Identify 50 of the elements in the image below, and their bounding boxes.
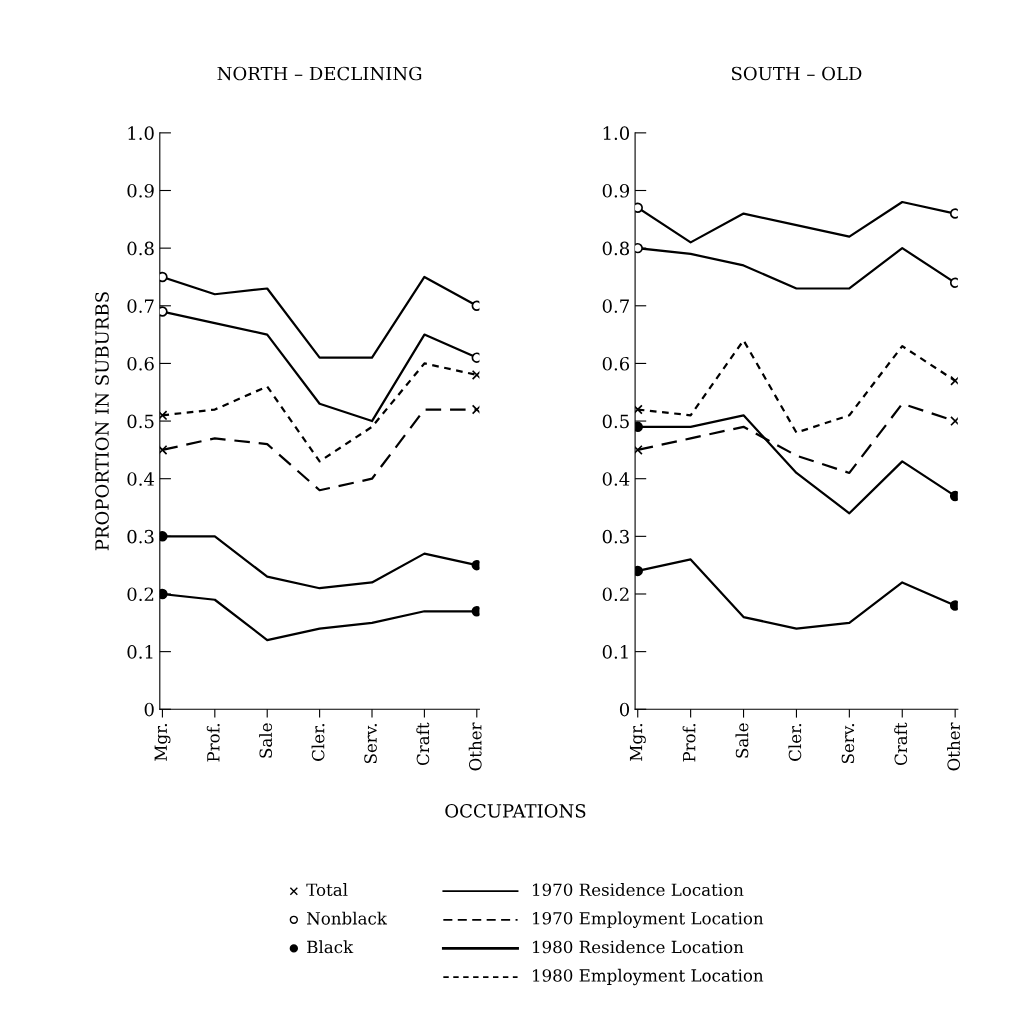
y-tick-label: 0.4 bbox=[127, 472, 155, 486]
line-series bbox=[161, 362, 478, 463]
y-tick-label: 0.7 bbox=[127, 299, 154, 313]
y-tick-label: 1.0 bbox=[603, 126, 630, 140]
y-tick-label: 0.1 bbox=[127, 645, 153, 659]
text: Total bbox=[306, 883, 348, 897]
x-axis-title: OCCUPATIONS bbox=[445, 804, 586, 818]
y-tick-label: 0 bbox=[619, 702, 630, 717]
y-tick-label: 0.1 bbox=[602, 645, 628, 659]
x-tick-label: Prof. bbox=[206, 724, 220, 762]
x-tick-label: Sale bbox=[735, 723, 749, 758]
text: 1980 Employment Location bbox=[533, 968, 764, 986]
text: 1970 Residence Location bbox=[533, 883, 744, 897]
y-tick-label: 0.6 bbox=[602, 356, 630, 371]
y-tick-label: 0.5 bbox=[127, 414, 154, 429]
x-tick-label: Other bbox=[947, 722, 960, 771]
line-series bbox=[636, 339, 957, 434]
y-tick-label: 0.9 bbox=[602, 183, 630, 198]
y-axis-title: PROPORTION IN SUBURBS bbox=[95, 292, 109, 551]
y-tick-label: 0.3 bbox=[127, 529, 154, 544]
y-tick-label: 0.7 bbox=[602, 299, 629, 313]
x-tick-label: Cler. bbox=[311, 724, 325, 761]
x-tick-label: Craft bbox=[416, 722, 430, 766]
y-tick-label: 0.9 bbox=[127, 183, 154, 198]
chart-title: SOUTH – OLD bbox=[731, 66, 862, 81]
x-tick-label: Mgr. bbox=[154, 724, 171, 761]
text: 1970 Employment Location bbox=[533, 911, 764, 928]
line-series bbox=[161, 408, 478, 492]
text: 1980 Residence Location bbox=[533, 940, 744, 954]
y-tick-label: 0.2 bbox=[602, 587, 629, 602]
y-tick-label: 0.8 bbox=[602, 241, 630, 256]
y-tick-label: 0.2 bbox=[127, 587, 154, 602]
y-tick-label: 0 bbox=[144, 702, 154, 717]
x-tick-label: Mgr. bbox=[629, 724, 646, 761]
text: Black bbox=[307, 940, 354, 954]
text: Nonblack bbox=[307, 911, 388, 925]
x-tick-label: Serv. bbox=[364, 724, 377, 764]
x-tick-label: Serv. bbox=[841, 724, 855, 764]
y-tick-label: 0.6 bbox=[127, 356, 154, 371]
y-tick-label: 0.4 bbox=[602, 472, 630, 486]
x-tick-label: Sale bbox=[259, 723, 273, 758]
y-tick-label: 0.3 bbox=[602, 529, 629, 544]
x-tick-label: Craft bbox=[894, 722, 908, 766]
x-tick-label: Other bbox=[468, 722, 482, 771]
x-tick-label: Prof. bbox=[682, 724, 696, 762]
y-tick-label: 0.8 bbox=[127, 241, 154, 256]
x-tick-label: Cler. bbox=[788, 724, 802, 761]
y-tick-label: 1.0 bbox=[128, 126, 154, 140]
chart-title: NORTH – DECLINING bbox=[217, 66, 422, 81]
y-tick-label: 0.5 bbox=[602, 414, 629, 429]
